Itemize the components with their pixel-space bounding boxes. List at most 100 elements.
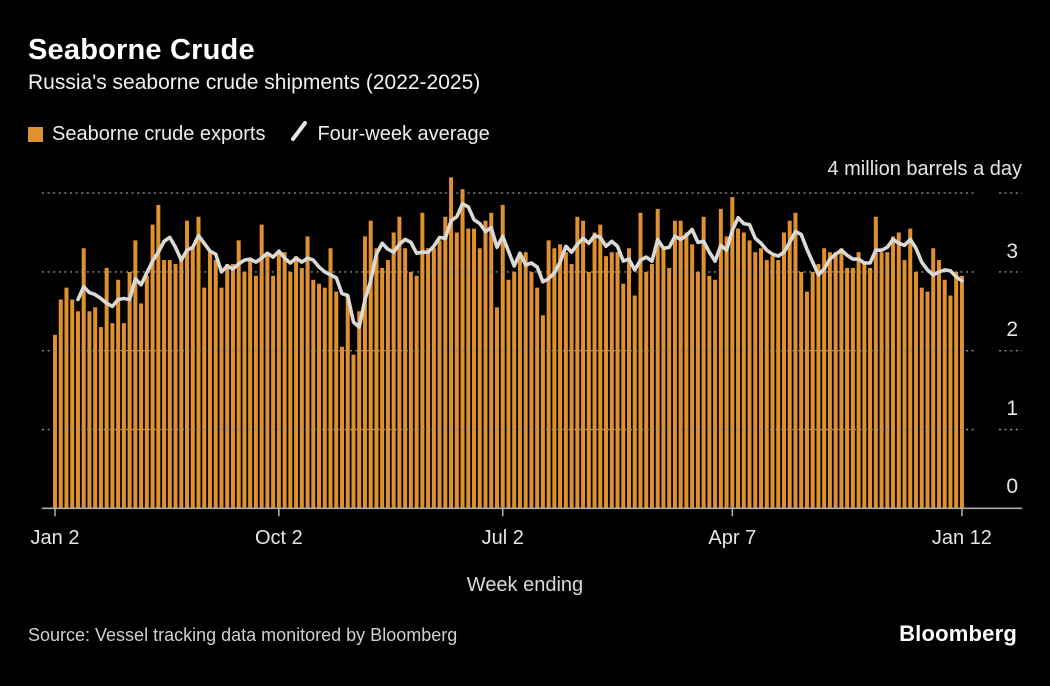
bar <box>523 252 528 509</box>
bar <box>87 311 92 509</box>
exports-swatch-icon <box>28 126 43 142</box>
bar <box>793 212 798 509</box>
bar <box>81 248 86 509</box>
y-tick-label: 2 <box>1006 318 1018 341</box>
bar <box>936 260 941 509</box>
bar <box>477 248 482 509</box>
bar <box>242 271 247 509</box>
bar <box>420 212 425 509</box>
bar <box>328 248 333 509</box>
bar <box>500 204 505 509</box>
bar <box>954 271 959 509</box>
bar <box>207 252 212 509</box>
bar <box>959 275 964 509</box>
bar <box>53 334 57 509</box>
export-bars <box>53 177 964 509</box>
bar <box>472 228 477 509</box>
bar <box>489 212 494 509</box>
bar <box>299 267 304 509</box>
bar <box>764 260 769 509</box>
bar <box>517 256 522 509</box>
bar <box>357 311 362 509</box>
bar <box>202 287 207 509</box>
bar <box>586 271 591 509</box>
bar <box>730 197 735 509</box>
x-axis <box>42 507 1022 517</box>
bar <box>621 283 626 509</box>
bar <box>230 264 235 509</box>
bar <box>810 271 815 509</box>
bar <box>305 236 310 509</box>
bar <box>150 224 155 509</box>
bar <box>575 216 580 509</box>
bar <box>770 256 775 509</box>
bar <box>678 220 683 509</box>
page-title: Seaborne Crude <box>28 34 255 66</box>
bar <box>98 327 103 509</box>
bar <box>862 264 867 509</box>
bar <box>265 252 270 509</box>
bar <box>804 291 809 509</box>
bar <box>891 236 896 509</box>
bar <box>133 240 138 509</box>
bar <box>667 267 672 509</box>
bar <box>942 279 947 509</box>
bar <box>75 311 80 509</box>
bar <box>856 252 861 509</box>
bar <box>288 271 293 509</box>
bar <box>116 279 121 509</box>
bar <box>408 271 413 509</box>
bar <box>466 228 471 509</box>
x-tick-label: Oct 2 <box>254 527 303 549</box>
bar <box>914 271 918 509</box>
bar <box>334 291 339 509</box>
bar <box>253 275 258 509</box>
bar <box>529 271 534 509</box>
slash-icon <box>290 120 308 148</box>
bar <box>598 224 603 509</box>
bar <box>351 354 356 509</box>
bar <box>535 287 540 509</box>
legend: Seaborne crude exports Four-week average <box>28 120 490 148</box>
bar <box>701 216 706 509</box>
legend-label-exports: Seaborne crude exports <box>52 122 266 145</box>
bar <box>162 260 167 509</box>
bar <box>64 287 69 509</box>
bar <box>219 287 224 509</box>
bar <box>156 204 161 509</box>
bar <box>569 264 574 509</box>
x-tick-label: Jan 2 <box>30 527 80 549</box>
x-tick-label: Jul 2 <box>481 527 524 549</box>
bar <box>225 264 230 509</box>
bar <box>741 232 746 509</box>
bar <box>845 267 850 509</box>
y-tick-label: 1 <box>1006 397 1018 420</box>
bar <box>426 248 431 509</box>
bar <box>403 248 408 509</box>
bar <box>483 220 488 509</box>
page-subtitle: Russia's seaborne crude shipments (2022-… <box>28 71 481 94</box>
bar <box>713 279 718 509</box>
bar <box>512 271 517 509</box>
x-tick-label: Apr 7 <box>708 527 757 549</box>
bar <box>259 224 264 509</box>
bar <box>431 248 436 509</box>
x-tick-label: Jan 12 <box>931 527 992 549</box>
bar <box>609 252 614 509</box>
bar <box>638 212 643 509</box>
bar <box>506 279 511 509</box>
bar <box>649 264 654 509</box>
bar <box>632 295 637 509</box>
bar <box>362 236 367 509</box>
bar <box>380 267 385 509</box>
bar <box>850 267 855 509</box>
bar <box>627 248 631 509</box>
bar <box>604 256 609 509</box>
bar <box>644 271 649 509</box>
bar <box>213 260 218 509</box>
bar <box>902 260 907 509</box>
bar <box>322 287 327 509</box>
bar <box>873 216 878 509</box>
